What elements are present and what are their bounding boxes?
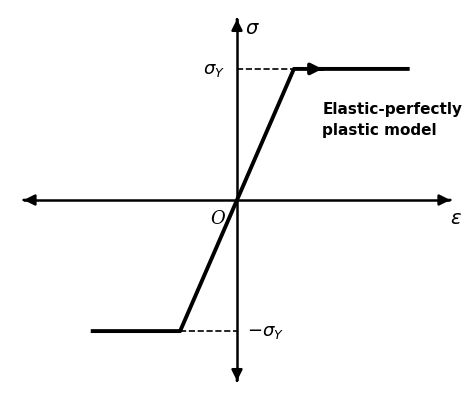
Text: $\sigma$: $\sigma$ [245, 20, 260, 38]
Text: Elastic-perfectly
plastic model: Elastic-perfectly plastic model [322, 101, 462, 138]
Text: O: O [210, 210, 225, 228]
Text: $-\sigma_Y$: $-\sigma_Y$ [247, 322, 284, 340]
Text: $\sigma_Y$: $\sigma_Y$ [203, 61, 225, 79]
Text: $\epsilon$: $\epsilon$ [450, 210, 462, 228]
